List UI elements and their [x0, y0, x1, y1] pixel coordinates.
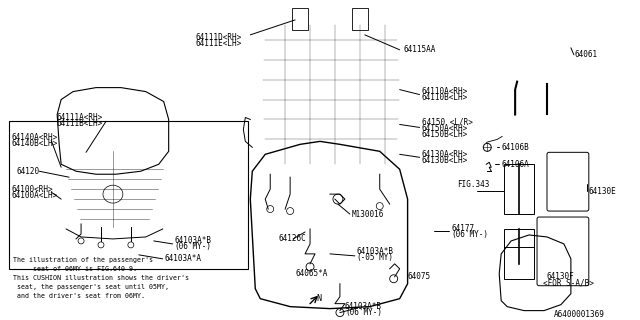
- Text: 64130A<RH>: 64130A<RH>: [422, 150, 468, 159]
- Text: FIG.343: FIG.343: [458, 180, 490, 189]
- Text: (-05'MY): (-05'MY): [357, 253, 394, 262]
- Text: 64150 <L/R>: 64150 <L/R>: [422, 118, 472, 127]
- Text: 64111E<LH>: 64111E<LH>: [196, 39, 242, 48]
- Text: and the driver's seat from 06MY.: and the driver's seat from 06MY.: [13, 293, 145, 299]
- Text: 64120: 64120: [17, 167, 40, 176]
- Text: 64106B: 64106B: [501, 143, 529, 152]
- Text: 64106A: 64106A: [501, 160, 529, 169]
- Text: 64103A*B: 64103A*B: [357, 247, 394, 256]
- Text: 64111B<LH>: 64111B<LH>: [56, 119, 102, 128]
- Text: 64130E: 64130E: [589, 187, 616, 196]
- Text: 64115AA: 64115AA: [404, 45, 436, 54]
- Text: 64150B<LH>: 64150B<LH>: [422, 130, 468, 139]
- Text: 64140A<RH>: 64140A<RH>: [12, 133, 58, 142]
- Text: (06'MY-): (06'MY-): [451, 230, 488, 239]
- Text: 64110A<RH>: 64110A<RH>: [422, 87, 468, 96]
- Text: (06'MY-): (06'MY-): [175, 242, 212, 252]
- Text: 64103A*A: 64103A*A: [164, 254, 202, 263]
- Text: 64103A*B: 64103A*B: [175, 236, 212, 245]
- Text: 64126C: 64126C: [278, 235, 306, 244]
- Text: 64111A<RH>: 64111A<RH>: [56, 113, 102, 122]
- Text: 64100<RH>: 64100<RH>: [12, 185, 53, 194]
- Bar: [352, 8, 368, 30]
- Text: This CUSHION illustration shows the driver's: This CUSHION illustration shows the driv…: [13, 275, 189, 281]
- Bar: [504, 229, 534, 279]
- Text: M130016: M130016: [352, 210, 384, 219]
- Text: 64150A<RH>: 64150A<RH>: [422, 124, 468, 133]
- Text: seat of 06MY is FIG.640-9.: seat of 06MY is FIG.640-9.: [13, 266, 138, 272]
- Text: 64140B<LH>: 64140B<LH>: [12, 139, 58, 148]
- Text: 64103A*B: 64103A*B: [345, 302, 382, 311]
- Bar: [292, 8, 308, 30]
- Text: 64075: 64075: [408, 272, 431, 281]
- Text: seat, the passenger's seat until 05MY,: seat, the passenger's seat until 05MY,: [13, 284, 170, 290]
- Text: (06'MY-): (06'MY-): [345, 308, 382, 317]
- Text: The illustration of the passenger's: The illustration of the passenger's: [13, 257, 154, 263]
- Text: N: N: [316, 294, 321, 303]
- Text: 64100A<LH>: 64100A<LH>: [12, 191, 58, 200]
- Text: 64130F: 64130F: [547, 272, 575, 281]
- Text: <FOR S-A/B>: <FOR S-A/B>: [543, 278, 594, 287]
- Bar: [10, 122, 248, 269]
- Text: 64061: 64061: [575, 50, 598, 59]
- Text: 64130B<LH>: 64130B<LH>: [422, 156, 468, 165]
- Text: 64177: 64177: [451, 224, 474, 234]
- Text: 64065*A: 64065*A: [295, 269, 328, 278]
- Text: 64111D<RH>: 64111D<RH>: [196, 33, 242, 42]
- Bar: [504, 164, 534, 214]
- Text: A6400001369: A6400001369: [554, 310, 605, 319]
- Text: 64110B<LH>: 64110B<LH>: [422, 93, 468, 102]
